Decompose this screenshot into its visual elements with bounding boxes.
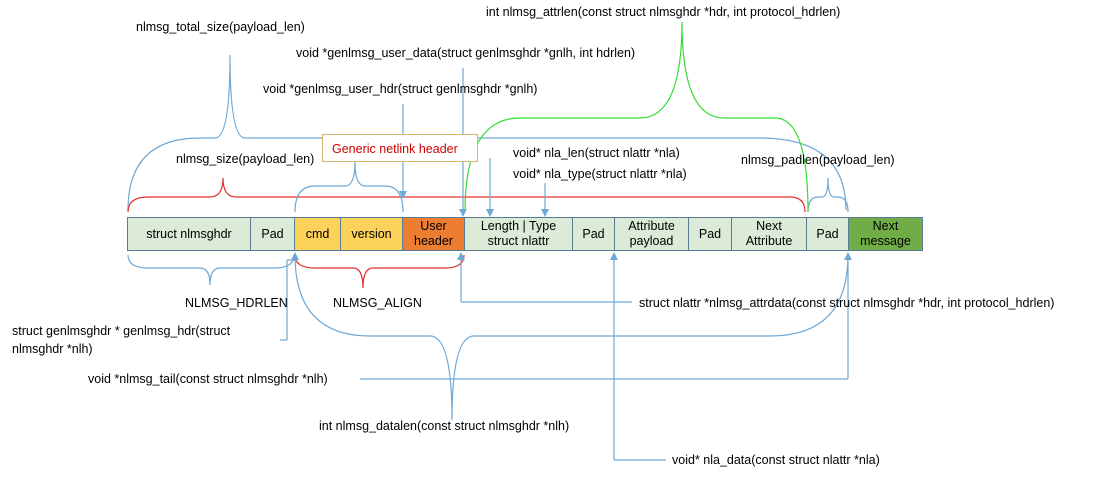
gnl-header-brace bbox=[294, 161, 404, 213]
label-nlmsg-hdrlen: NLMSG_HDRLEN bbox=[185, 296, 288, 310]
nlmsg-size-brace bbox=[127, 177, 806, 213]
label-nlmsg-attrlen: int nlmsg_attrlen(const struct nlmsghdr … bbox=[486, 5, 841, 19]
label-genlmsg-user-hdr: void *genlmsg_user_hdr(struct genlmsghdr… bbox=[263, 82, 538, 96]
cell-pad-3: Pad bbox=[688, 217, 732, 251]
label-nlmsg-attrdata: struct nlattr *nlmsg_attrdata(const stru… bbox=[639, 296, 1055, 310]
connector-lines bbox=[280, 68, 849, 461]
cell-pad-4: Pad bbox=[806, 217, 849, 251]
cell-next-attribute: Next Attribute bbox=[731, 217, 807, 251]
cell-length-type: Length | Type struct nlattr bbox=[464, 217, 573, 251]
cell-attribute-payload: Attribute payload bbox=[614, 217, 689, 251]
label-nla-len: void* nla_len(struct nlattr *nla) bbox=[513, 146, 680, 160]
label-nlmsg-datalen: int nlmsg_datalen(const struct nlmsghdr … bbox=[319, 419, 570, 433]
label-nlmsg-tail: void *nlmsg_tail(const struct nlmsghdr *… bbox=[88, 372, 328, 386]
cell-version: version bbox=[340, 217, 403, 251]
arrowheads bbox=[291, 191, 852, 260]
total-size-brace bbox=[127, 54, 847, 211]
cell-user-header: User header bbox=[402, 217, 465, 251]
hdrlen-brace bbox=[127, 254, 295, 286]
cell-struct-nlmsghdr: struct nlmsghdr bbox=[127, 217, 251, 251]
cell-next-message: Next message bbox=[848, 217, 923, 251]
label-genlmsg-user-data: void *genlmsg_user_data(struct genlmsghd… bbox=[296, 46, 636, 60]
label-generic-netlink-header: Generic netlink header bbox=[332, 142, 458, 156]
label-nlmsg-padlen: nlmsg_padlen(payload_len) bbox=[741, 153, 895, 167]
cell-pad-2: Pad bbox=[572, 217, 615, 251]
label-nlmsg-size: nlmsg_size(payload_len) bbox=[176, 152, 315, 166]
generic-netlink-header-box bbox=[322, 134, 478, 162]
label-nla-data: void* nla_data(const struct nlattr *nla) bbox=[672, 453, 880, 467]
padlen-brace bbox=[807, 177, 849, 213]
label-nlmsg-align: NLMSG_ALIGN bbox=[333, 296, 422, 310]
label-nlmsg-total-size: nlmsg_total_size(payload_len) bbox=[136, 20, 305, 34]
attrlen-brace bbox=[464, 21, 809, 213]
label-genlmsg-hdr: struct genlmsghdr * genlmsg_hdr(struct n… bbox=[12, 324, 231, 356]
cell-cmd: cmd bbox=[294, 217, 341, 251]
cell-pad-1: Pad bbox=[250, 217, 295, 251]
datalen-brace bbox=[294, 254, 849, 421]
label-nla-type: void* nla_type(struct nlattr *nla) bbox=[513, 167, 687, 181]
align-brace bbox=[294, 254, 465, 289]
